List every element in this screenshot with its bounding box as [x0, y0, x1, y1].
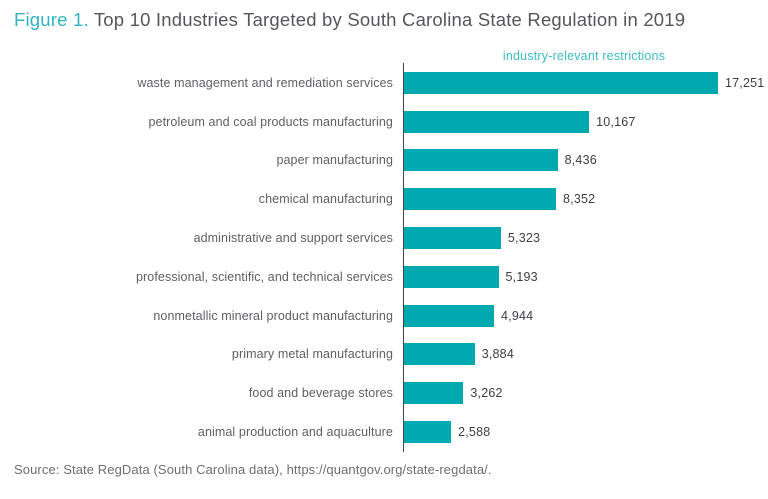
industry-bar: [404, 343, 475, 366]
bar-wrap: 8,352: [404, 180, 595, 219]
industry-label: animal production and aquaculture: [197, 425, 393, 440]
industry-label: paper manufacturing: [276, 153, 393, 168]
y-axis-line: [403, 63, 404, 452]
industry-bar: [404, 265, 499, 288]
industry-row: paper manufacturing 8,436: [0, 141, 768, 180]
bar-wrap: 3,262: [404, 374, 503, 413]
industry-label: primary metal manufacturing: [231, 347, 393, 362]
industry-bar: [404, 188, 556, 211]
bar-value-label: 8,352: [563, 192, 596, 207]
industry-label: chemical manufacturing: [258, 192, 393, 207]
industry-bar: [404, 110, 590, 133]
industry-row: nonmetallic mineral product manufacturin…: [0, 296, 768, 335]
bar-wrap: 4,944: [404, 296, 533, 335]
industry-bar: [404, 71, 718, 94]
industry-label: professional, scientific, and technical …: [135, 269, 393, 284]
chart-rows: waste management and remediation service…: [0, 64, 768, 452]
bar-wrap: 8,436: [404, 141, 597, 180]
industry-bar: [404, 149, 558, 172]
bar-wrap: 2,588: [404, 413, 490, 452]
industry-label: petroleum and coal products manufacturin…: [148, 114, 393, 129]
industry-bar: [404, 421, 452, 444]
bar-wrap: 17,251: [404, 64, 764, 103]
industry-bar: [404, 227, 501, 250]
bar-value-label: 4,944: [501, 308, 534, 323]
series-legend-label: industry-relevant restrictions: [502, 49, 666, 63]
industry-row: administrative and support services 5,323: [0, 219, 768, 258]
figure-title-text: Top 10 Industries Targeted by South Caro…: [88, 9, 686, 30]
industry-row: waste management and remediation service…: [0, 64, 768, 103]
industry-label: nonmetallic mineral product manufacturin…: [153, 308, 393, 323]
industry-row: food and beverage stores 3,262: [0, 374, 768, 413]
bar-value-label: 17,251: [725, 75, 765, 90]
industry-label: food and beverage stores: [248, 386, 393, 401]
industry-row: petroleum and coal products manufacturin…: [0, 102, 768, 141]
industry-row: chemical manufacturing 8,352: [0, 180, 768, 219]
industry-label: waste management and remediation service…: [137, 75, 393, 90]
bar-value-label: 3,884: [481, 347, 514, 362]
bar-wrap: 3,884: [404, 335, 514, 374]
bar-wrap: 10,167: [404, 102, 636, 141]
bar-value-label: 5,323: [507, 231, 541, 246]
bar-wrap: 5,323: [404, 219, 540, 258]
bar-value-label: 8,436: [564, 153, 597, 168]
bar-value-label: 3,262: [470, 386, 503, 401]
industry-row: professional, scientific, and technical …: [0, 257, 768, 296]
industry-label: administrative and support services: [193, 231, 393, 246]
bar-value-label: 10,167: [596, 114, 636, 129]
industry-row: primary metal manufacturing 3,884: [0, 335, 768, 374]
figure-title: Figure 1. Top 10 Industries Targeted by …: [14, 9, 685, 31]
source-note: Source: State RegData (South Carolina da…: [14, 462, 492, 477]
industry-bar: [404, 304, 494, 327]
bar-value-label: 2,588: [458, 425, 491, 440]
industry-bar: [404, 382, 464, 405]
figure-number-label: Figure 1.: [14, 9, 89, 30]
bar-value-label: 5,193: [505, 269, 538, 284]
industry-row: animal production and aquaculture 2,588: [0, 413, 768, 452]
bar-wrap: 5,193: [404, 257, 538, 296]
